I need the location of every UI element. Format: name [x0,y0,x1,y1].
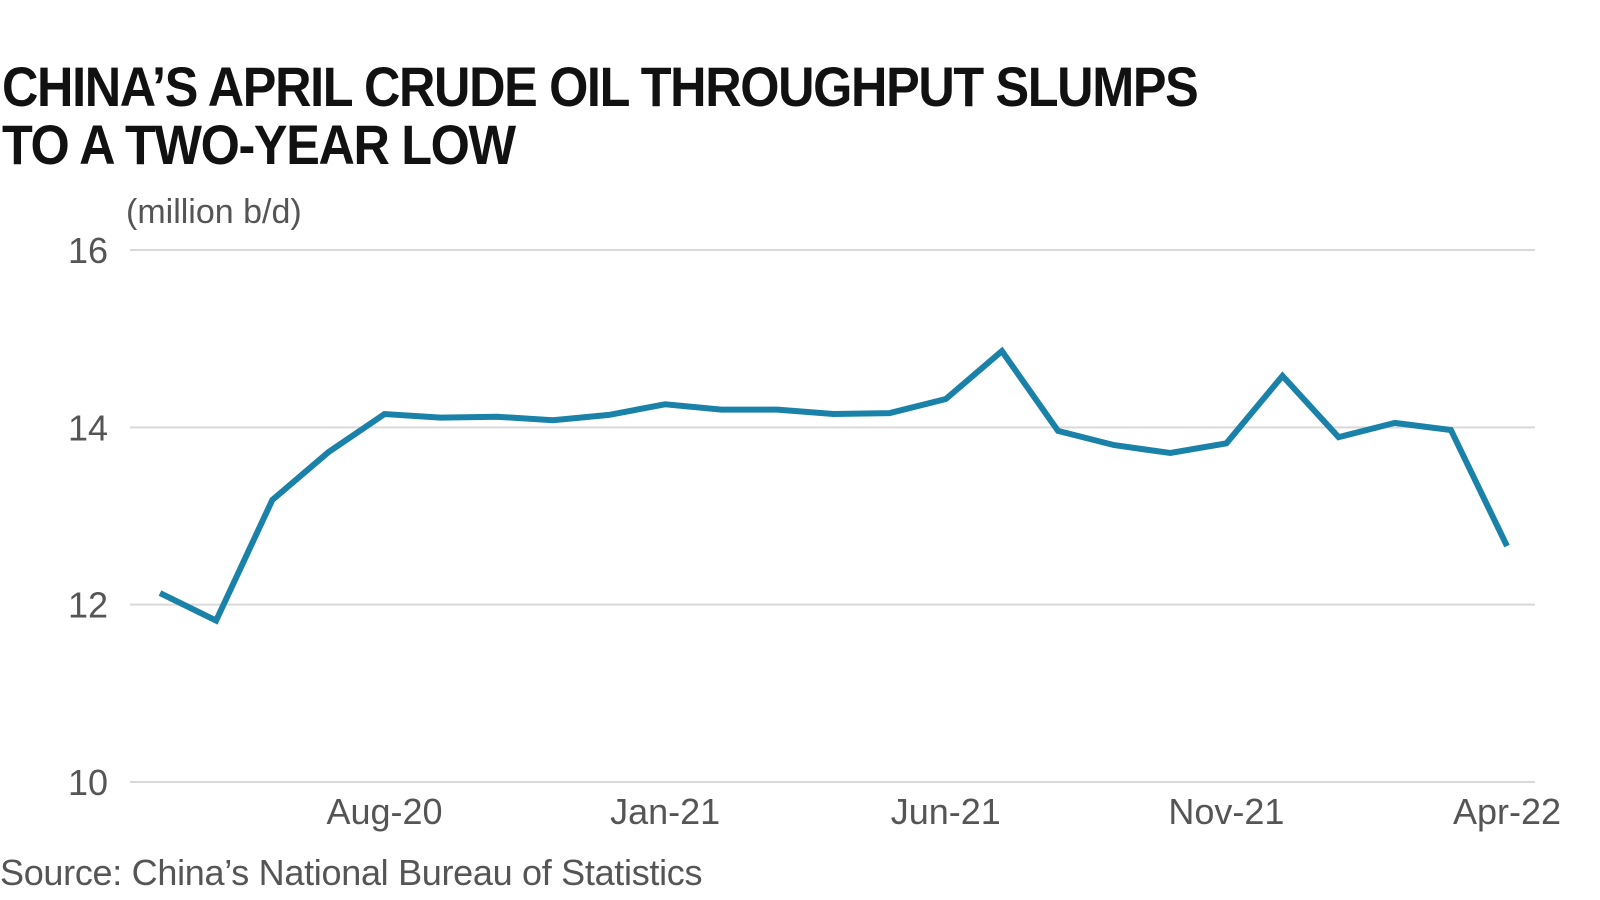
data-point [887,410,893,416]
data-point [550,417,556,423]
series-line [158,346,1510,625]
data-point [1223,440,1229,446]
data-point [1392,420,1398,426]
y-tick-label: 16 [68,230,108,271]
data-point [1111,442,1117,448]
x-tick-label: Nov-21 [1168,791,1284,832]
data-point [157,590,163,596]
data-point [382,411,388,417]
data-point [606,412,612,418]
series-group [157,346,1510,625]
y-axis-unit-label: (million b/d) [126,193,302,231]
source-note: Source: China’s National Bureau of Stati… [0,852,703,893]
y-tick-label: 12 [68,585,108,626]
data-point [774,407,780,413]
data-point [943,396,949,402]
data-point [1448,427,1454,433]
gridlines [130,249,1535,783]
data-point [1504,543,1510,549]
data-point [1055,428,1061,434]
data-point [213,618,219,624]
data-point [1167,450,1173,456]
x-tick-label: Apr-22 [1453,791,1561,832]
data-point [1336,434,1342,440]
data-point [494,414,500,420]
data-point [718,407,724,413]
x-tick-label: Aug-20 [326,791,442,832]
x-tick-label: Jan-21 [610,791,720,832]
y-tick-label: 14 [68,407,108,448]
chart-title: CHINA’S APRIL CRUDE OIL THROUGHPUT SLUMP… [2,55,1199,176]
data-point [269,497,275,503]
data-point [999,348,1005,354]
x-axis-ticks: Aug-20 Jan-21 Jun-21 Nov-21 Apr-22 [326,791,1561,832]
data-point [831,411,837,417]
data-point [662,401,668,407]
data-point [438,415,444,421]
x-tick-label: Jun-21 [891,791,1001,832]
y-axis-ticks: 10 12 14 16 [68,230,108,803]
y-tick-label: 10 [68,762,108,803]
data-point [1280,373,1286,379]
data-point [325,449,331,455]
